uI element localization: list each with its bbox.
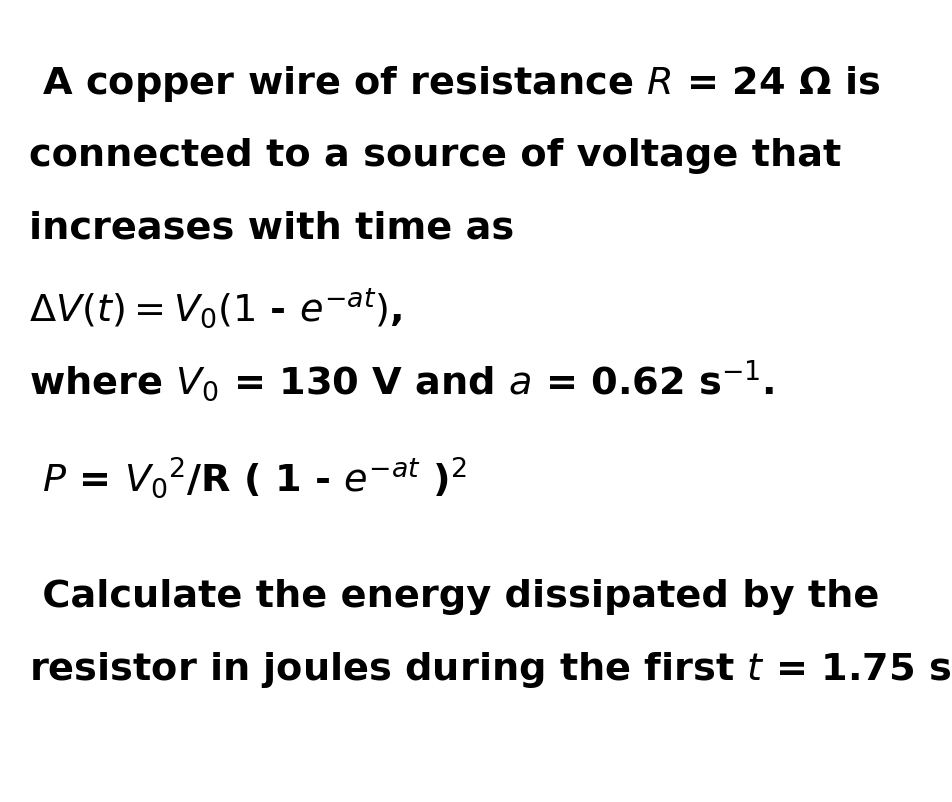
Text: increases with time as: increases with time as: [29, 211, 514, 246]
Text: resistor in joules during the first $t$ = 1.75 s.: resistor in joules during the first $t$ …: [29, 650, 952, 690]
Text: A copper wire of resistance $\mathit{R}$ = 24 Ω is: A copper wire of resistance $\mathit{R}$…: [29, 64, 880, 104]
Text: $\Delta V(t) = V_0(1$ - $e^{-at})$,: $\Delta V(t) = V_0(1$ - $e^{-at})$,: [29, 287, 402, 330]
Text: where $V_0$ = 130 V and $a$ = 0.62 s$^{-1}$.: where $V_0$ = 130 V and $a$ = 0.62 s$^{-…: [29, 358, 774, 403]
Text: $P$ = $V_0$$^2$/R ( 1 - $e^{-at}$ )$^2$: $P$ = $V_0$$^2$/R ( 1 - $e^{-at}$ )$^2$: [29, 455, 466, 500]
Text: connected to a source of voltage that: connected to a source of voltage that: [29, 139, 841, 174]
Text: Calculate the energy dissipated by the: Calculate the energy dissipated by the: [29, 580, 879, 615]
